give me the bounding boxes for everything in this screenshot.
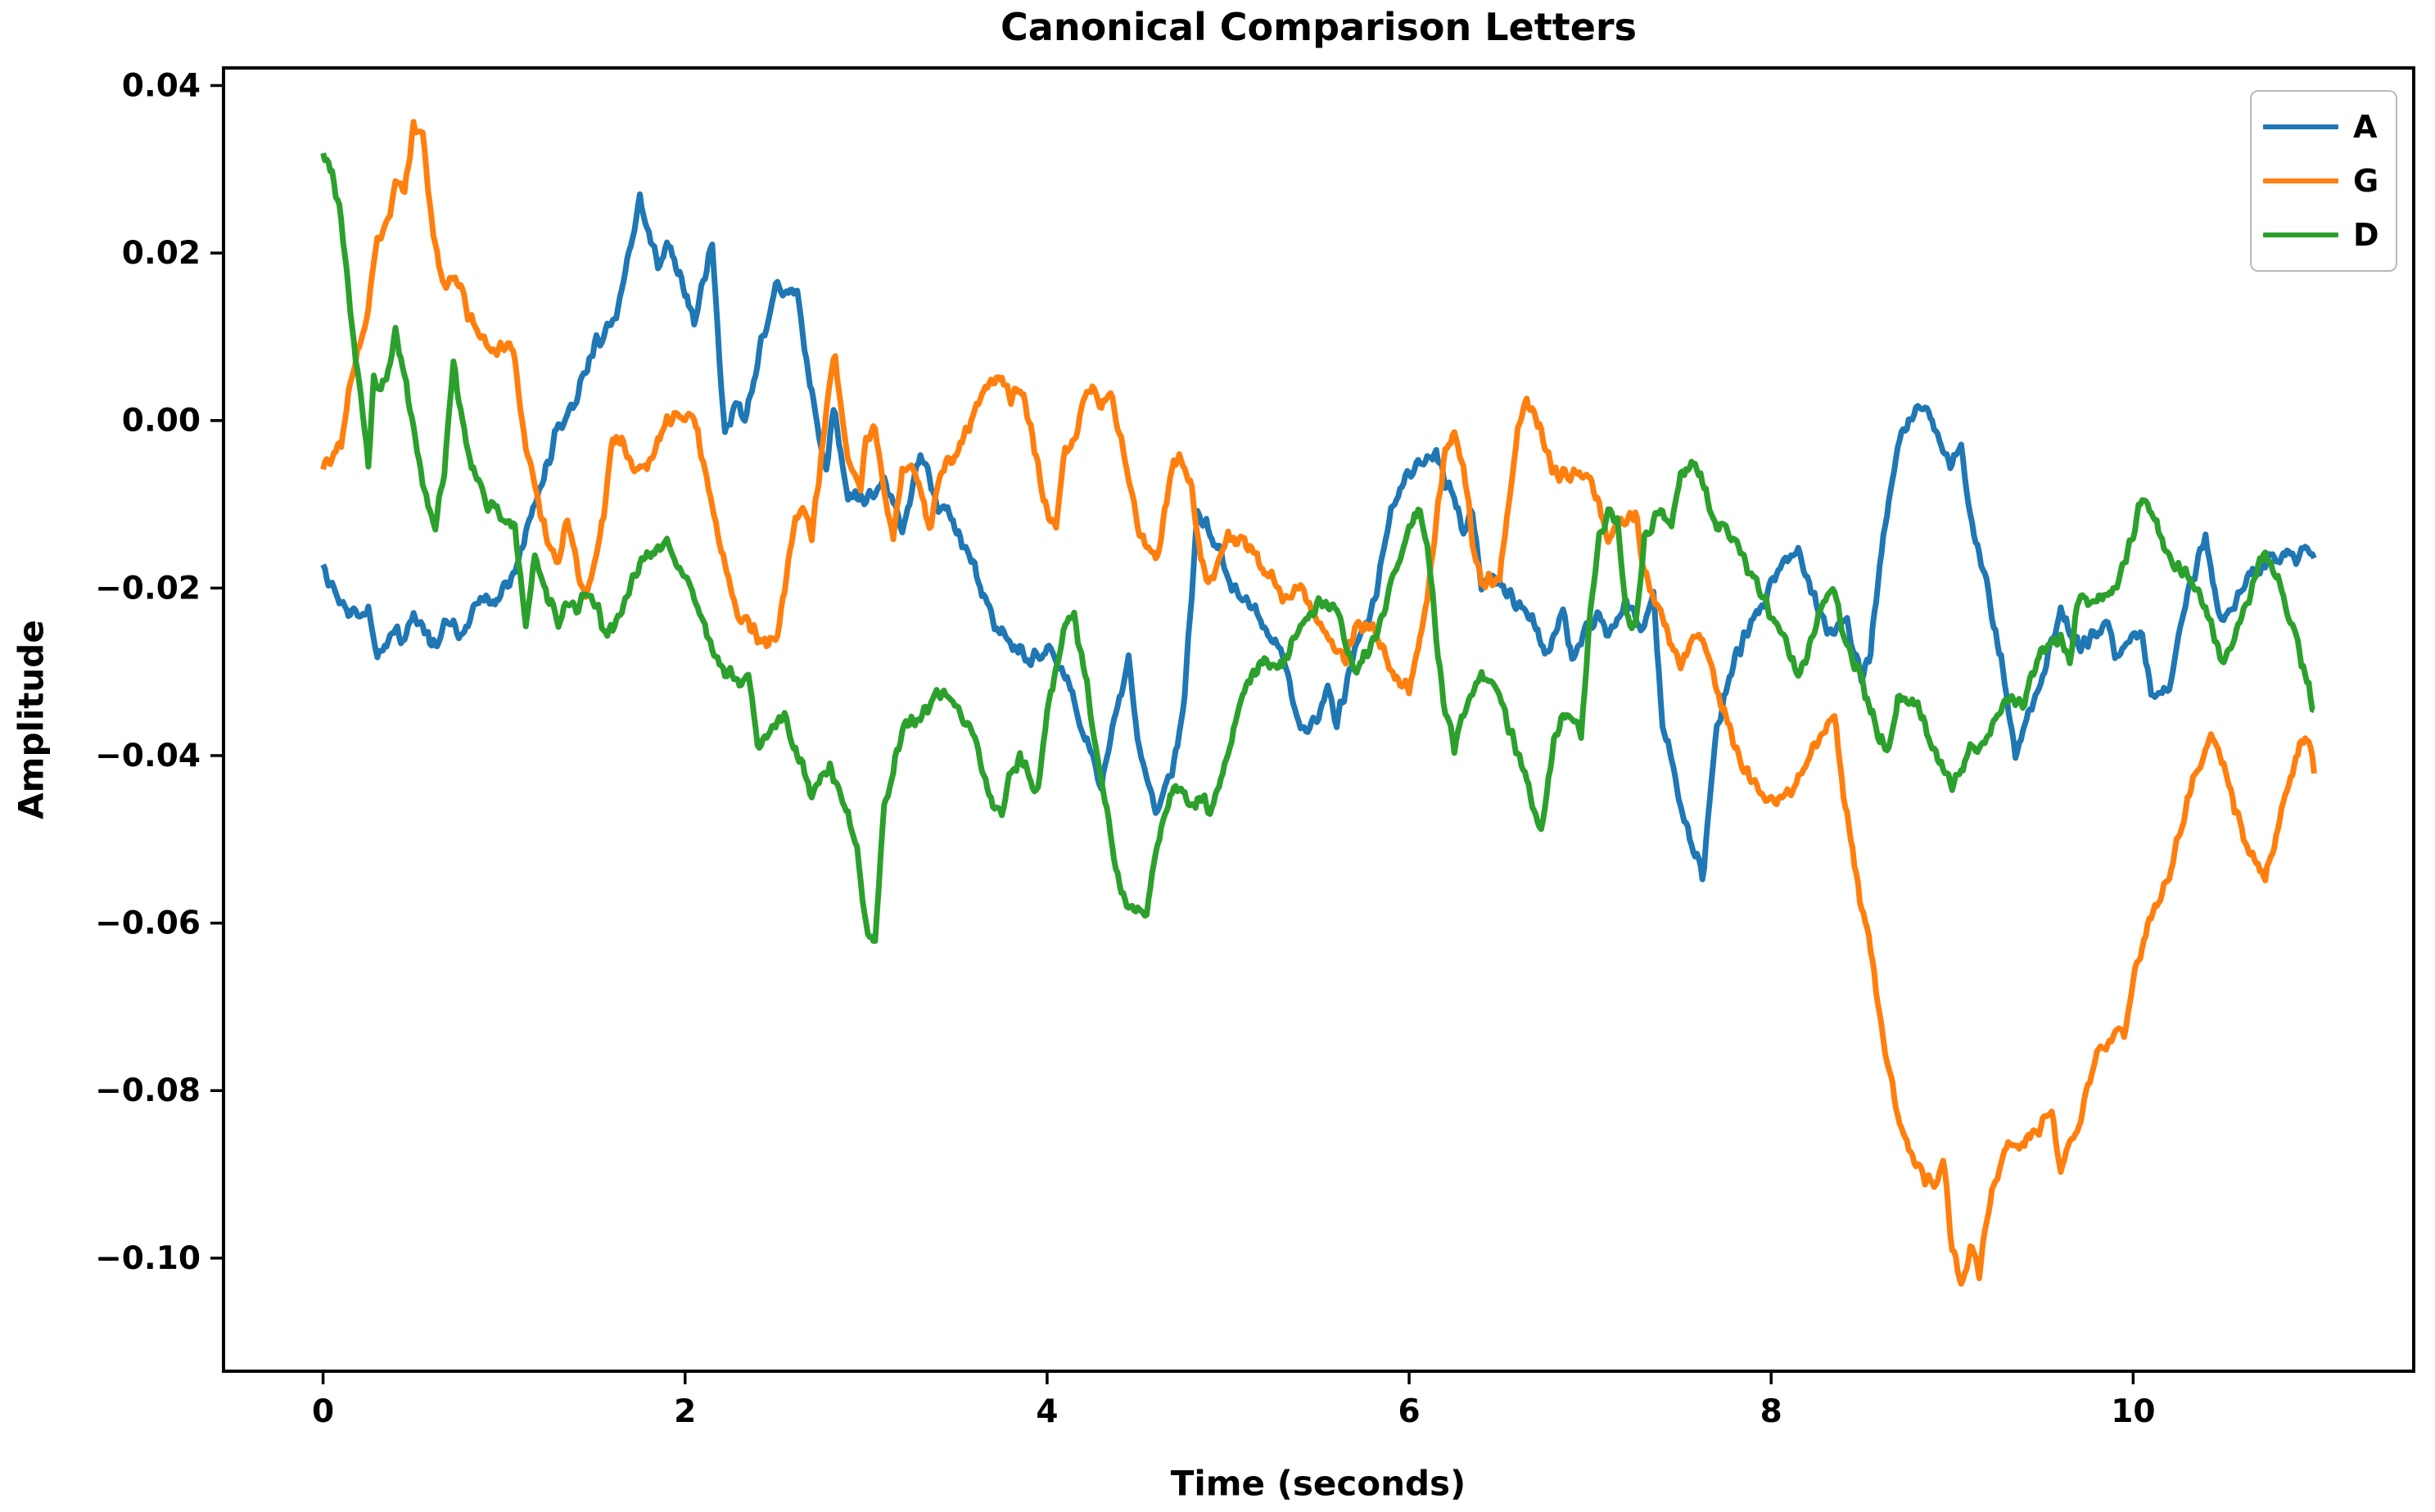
legend-line-swatch-a xyxy=(2263,124,2338,129)
x-tick-label: 8 xyxy=(1760,1393,1782,1430)
plot-area xyxy=(222,66,2415,1373)
series-layer xyxy=(320,119,2317,1287)
x-tick-label: 6 xyxy=(1398,1393,1420,1430)
x-tick-label: 0 xyxy=(312,1393,334,1430)
series-line-g xyxy=(320,119,2317,1287)
legend-item-label: G xyxy=(2353,163,2379,199)
legend-item: D xyxy=(2263,219,2384,250)
series-line-d xyxy=(320,152,2315,944)
legend: A G D xyxy=(2250,90,2397,272)
axes-layer: 0 2 4 6 8 10 0.04 0.02 0.00 −0.02 −0.04 −0.06 −0.08 −… xyxy=(95,66,2415,1430)
series-line-a xyxy=(320,191,2317,882)
x-tick-label: 4 xyxy=(1036,1393,1058,1430)
x-axis-label: Time (seconds) xyxy=(1170,1463,1466,1504)
y-tick-label: −0.08 xyxy=(95,1072,201,1109)
x-tick-label: 2 xyxy=(674,1393,696,1430)
legend-item: A xyxy=(2263,111,2384,142)
legend-item-label: A xyxy=(2353,109,2378,145)
y-axis-label: Amplitude xyxy=(11,620,52,819)
y-tick-label: −0.02 xyxy=(95,570,201,607)
legend-line-swatch-g xyxy=(2263,178,2338,183)
y-tick-label: −0.06 xyxy=(95,905,201,942)
y-tick-label: −0.10 xyxy=(95,1240,201,1277)
chart-title: Canonical Comparison Letters xyxy=(1001,5,1637,49)
x-tick-label: 10 xyxy=(2111,1393,2155,1430)
y-tick-label: 0.02 xyxy=(122,235,201,272)
legend-item: G xyxy=(2263,165,2384,196)
legend-item-label: D xyxy=(2353,217,2379,253)
y-tick-label: −0.04 xyxy=(95,738,201,774)
legend-line-swatch-d xyxy=(2263,232,2338,237)
y-tick-label: 0.04 xyxy=(122,67,201,104)
y-tick-label: 0.00 xyxy=(122,403,201,440)
